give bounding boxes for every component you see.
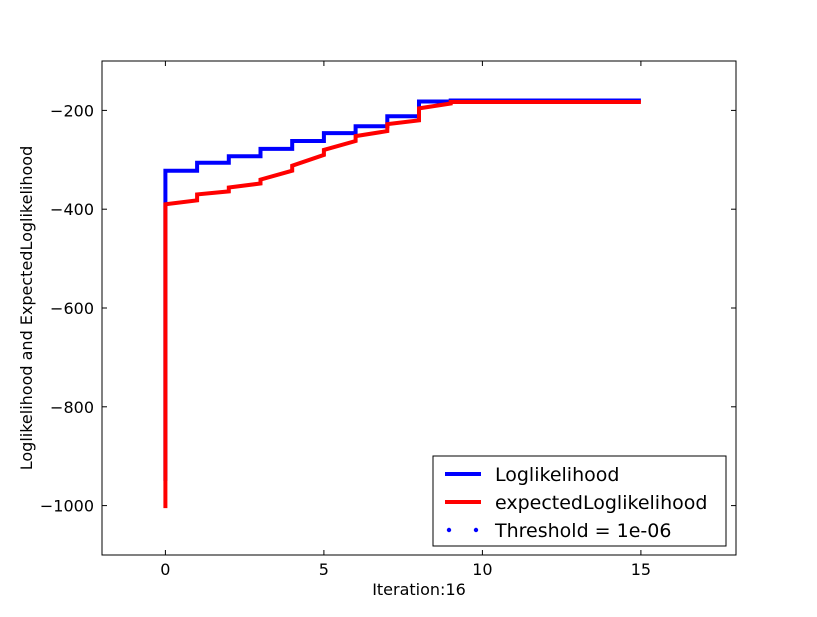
y-tick-label: −1000: [40, 497, 94, 516]
legend-label: Loglikelihood: [495, 464, 619, 486]
plot-area: [163, 98, 641, 509]
axis-ticks: 0 5 10 15 −1000 −800 −600 −400 −200: [40, 61, 736, 579]
x-tick-label: 10: [472, 560, 492, 579]
y-tick-label: −200: [50, 101, 94, 120]
legend-marker-dot: [446, 527, 452, 533]
legend: Loglikelihood expectedLoglikelihood Thresh…: [432, 455, 727, 547]
y-tick-label: −800: [50, 398, 94, 417]
y-tick-label: −400: [50, 200, 94, 219]
legend-label: expectedLoglikelihood: [495, 492, 707, 514]
series-line-1: [163, 100, 641, 509]
x-tick-label: 0: [160, 560, 170, 579]
y-tick-label: −600: [50, 299, 94, 318]
legend-box: [432, 455, 727, 547]
legend-marker-dot: [473, 527, 479, 533]
x-tick-label: 15: [631, 560, 651, 579]
x-axis-label: Iteration:16: [372, 580, 466, 599]
x-tick-label: 5: [319, 560, 329, 579]
y-axis-label: Loglikelihood and ExpectedLoglikelihood: [17, 146, 36, 470]
legend-label: Threshold = 1e-06: [494, 520, 671, 542]
